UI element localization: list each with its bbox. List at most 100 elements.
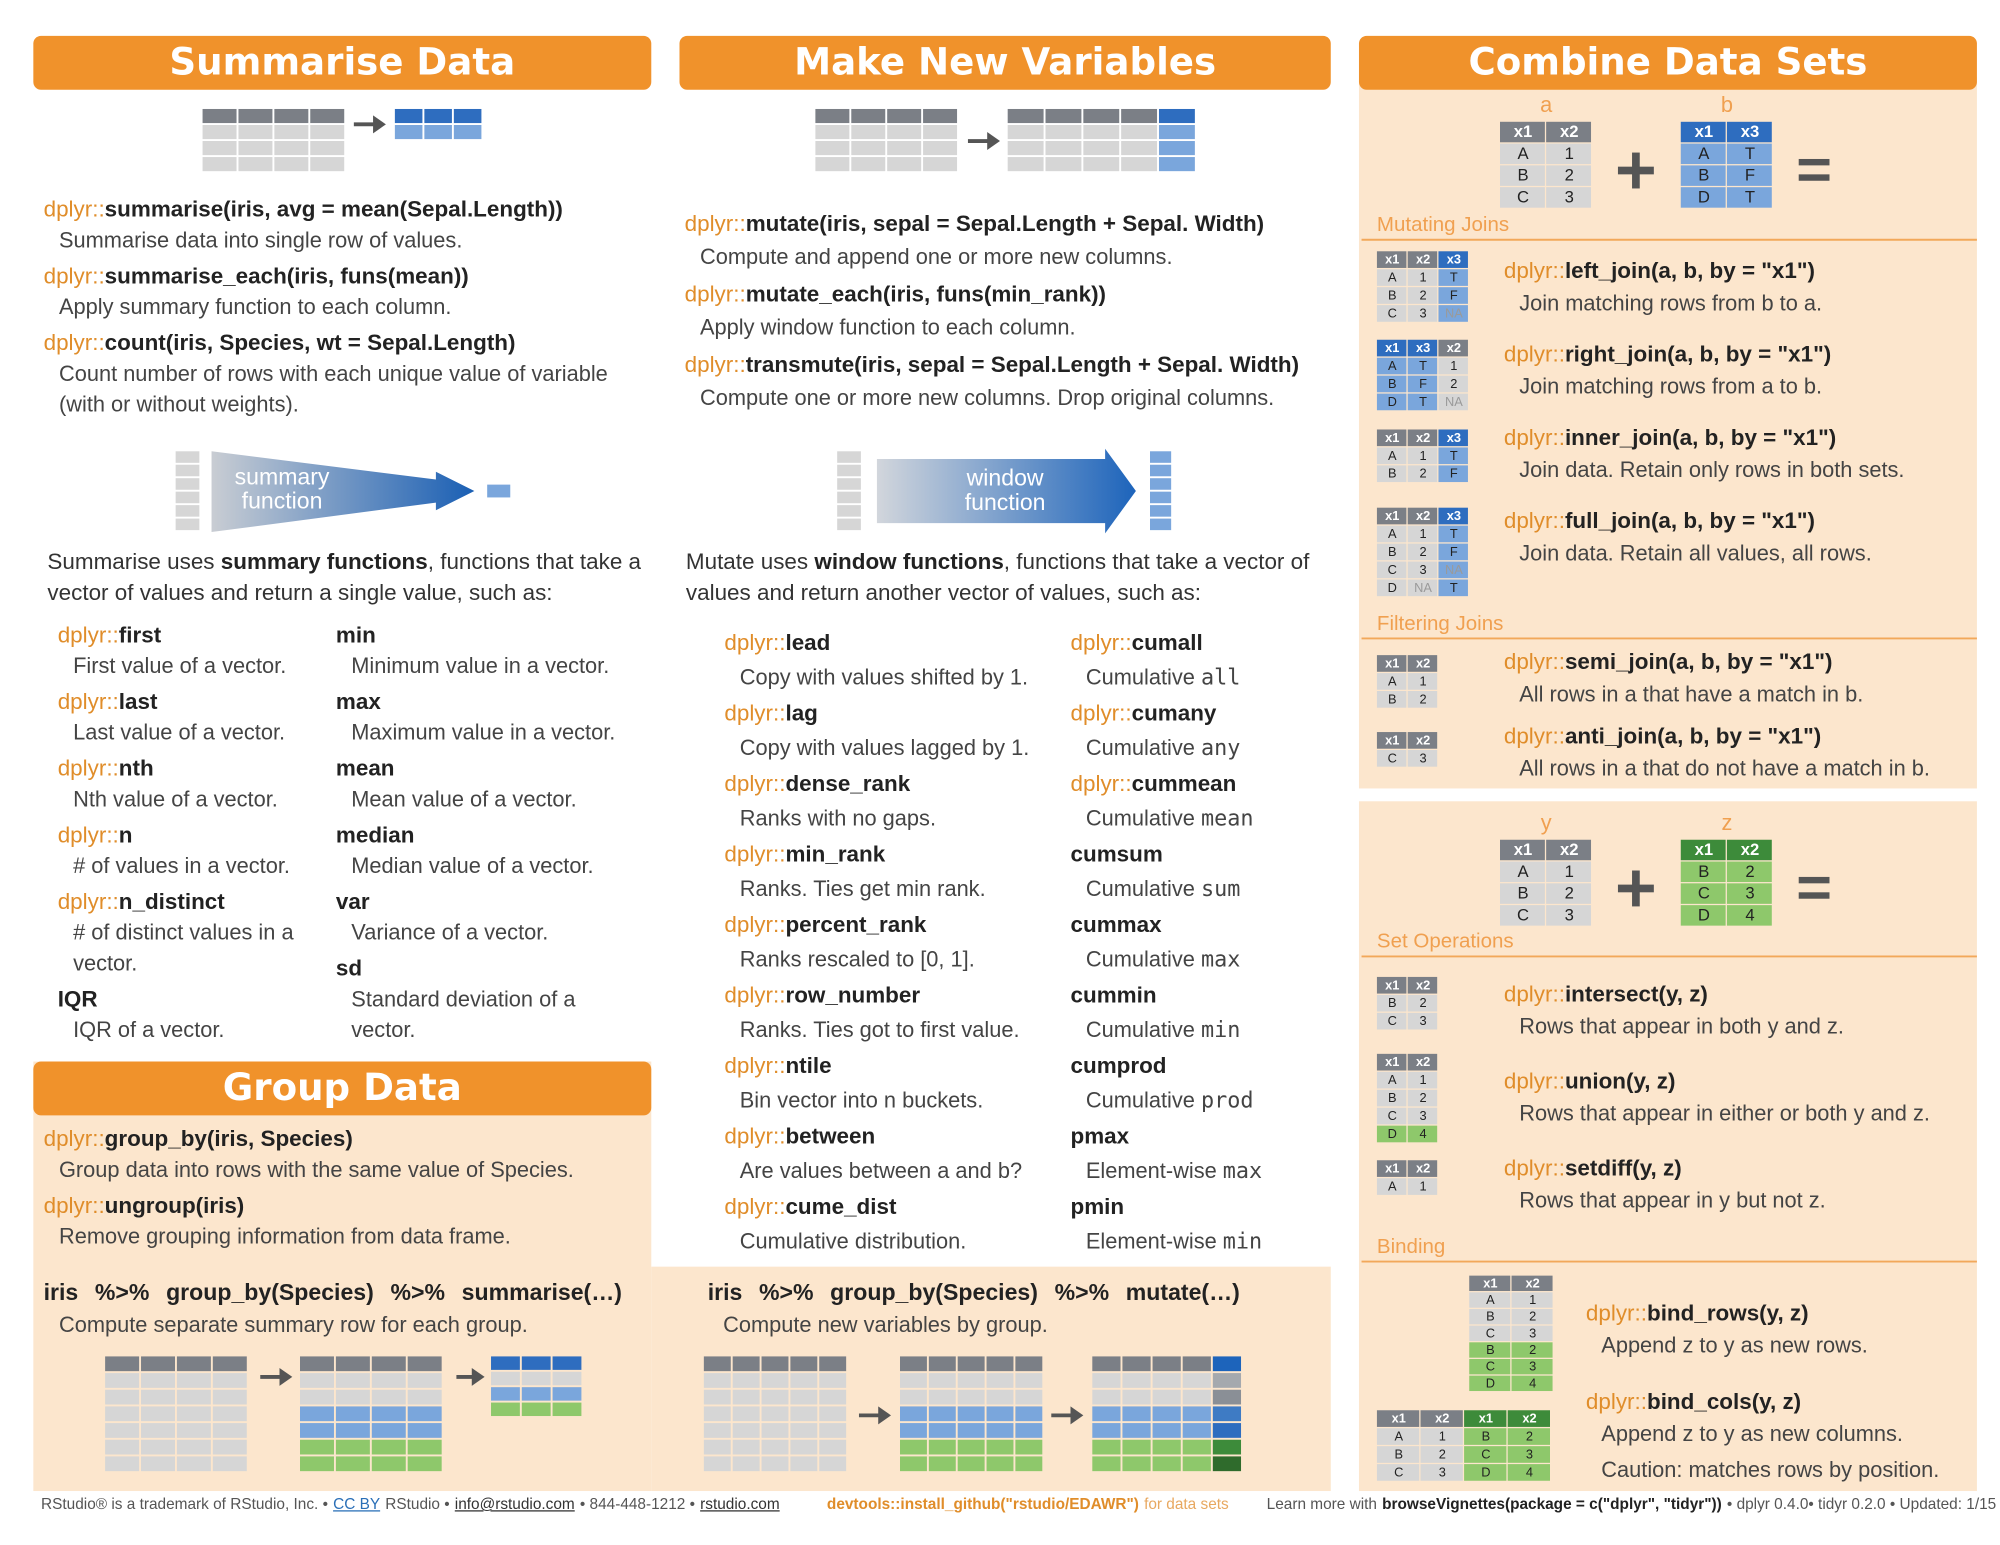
email-link[interactable]: info@rstudio.com — [454, 1494, 575, 1513]
package-prefix: dplyr:: — [724, 1123, 786, 1149]
table-cell — [1546, 165, 1592, 186]
function-line: sd — [336, 951, 644, 984]
package-prefix: dplyr:: — [724, 770, 786, 797]
description-text: Element-wise — [1085, 1229, 1217, 1254]
license-link[interactable]: CC BY — [333, 1494, 381, 1513]
intro-pre: Mutate uses — [685, 548, 809, 575]
table-value: T — [1419, 394, 1427, 409]
function-name: sd — [335, 955, 363, 981]
join-entry: dplyr::full_join(a, b, by = "x1") Join da… — [1504, 504, 1978, 573]
package-prefix: dplyr:: — [724, 911, 786, 938]
join-entry: dplyr::setdiff(y, z) Rows that appear in … — [1504, 1151, 1978, 1220]
function-line: dplyr::first — [58, 618, 327, 651]
icon-cell — [851, 124, 886, 140]
table-cell — [1438, 525, 1468, 543]
function-description: Ranks. Ties got to first value. — [724, 1013, 1064, 1049]
icon-cell — [1182, 1356, 1211, 1372]
table-header: x1 — [1514, 122, 1533, 141]
icon-cell — [1152, 1423, 1181, 1438]
icon-cell — [761, 1439, 789, 1455]
icon-cell — [732, 1456, 760, 1472]
function-line: dplyr::row_number — [724, 978, 1064, 1013]
table-value: 3 — [1529, 1325, 1536, 1340]
table-cell — [1680, 883, 1726, 904]
function-entry: dplyr::right_join(a, b, by = "x1") Join m… — [1504, 337, 1978, 404]
table-cell — [1407, 357, 1438, 375]
package-prefix: dplyr:: — [1503, 341, 1565, 367]
table-value: C — [1394, 1464, 1403, 1479]
icon-cell — [1182, 1423, 1211, 1438]
description-text: Cumulative — [1085, 806, 1195, 831]
function-description: Cumulative max — [1071, 942, 1327, 978]
intro-bold: summary functions — [220, 548, 428, 575]
function-name: summarise_each(iris, funs(mean)) — [104, 262, 469, 289]
icon-cell — [310, 124, 345, 140]
package-prefix: dplyr:: — [724, 841, 786, 867]
icon-cell — [175, 478, 200, 490]
table-name: y — [1541, 810, 1552, 835]
icon-cell — [815, 124, 850, 140]
arrow-head — [279, 1367, 293, 1386]
icon-cell — [175, 451, 200, 463]
function-line: dplyr::cume_dist — [724, 1190, 1064, 1225]
icon-cell — [1122, 1356, 1151, 1372]
icon-cell — [837, 451, 861, 463]
table-value: 2 — [1745, 862, 1754, 881]
table-cell — [1680, 143, 1726, 165]
icon-cell — [371, 1439, 406, 1455]
table-cell — [1438, 357, 1468, 375]
table-cell — [1469, 1375, 1511, 1392]
icon-cell — [202, 108, 237, 124]
icon-cell — [274, 124, 309, 140]
icon-cell — [371, 1423, 406, 1438]
table-cell — [1464, 1428, 1507, 1445]
icon-cell — [815, 141, 850, 156]
icon-cell — [899, 1406, 927, 1422]
table-value: 2 — [1420, 544, 1427, 559]
icon-cell — [212, 1373, 247, 1388]
description-text: Nth value of a vector. — [73, 787, 278, 812]
function-line: dplyr::dense_rank — [724, 767, 1064, 802]
description-text: # of distinct values in a vector. — [73, 920, 294, 976]
icon-cell — [202, 141, 237, 156]
icon-cell — [1149, 464, 1172, 477]
table-value: 2 — [1565, 884, 1574, 903]
function-entry: dplyr::percent_rank Ranks rescaled to [0,… — [724, 908, 1064, 979]
icon-cell — [851, 141, 886, 156]
function-entry: dplyr::mutate_each(iris, funs(min_rank))… — [685, 277, 1326, 345]
table-cell — [1680, 165, 1726, 186]
website-link[interactable]: rstudio.com — [700, 1494, 780, 1513]
icon-cell — [424, 124, 452, 140]
table-value: 3 — [1420, 562, 1427, 577]
intro-text: Mutate uses window functions, functions … — [686, 546, 1327, 608]
table-header-cell — [1726, 121, 1772, 143]
section-label: Filtering Joins — [1377, 612, 1503, 635]
function-entry: dplyr::cumall Cumulative all — [1071, 626, 1327, 697]
icon-cell — [928, 1356, 956, 1372]
function-line: dplyr::transmute(iris, sepal = Sepal.Len… — [685, 347, 1326, 380]
package-prefix: dplyr:: — [43, 262, 105, 289]
icon-cell — [1212, 1373, 1242, 1388]
function-description: Copy with values shifted by 1. — [724, 660, 1064, 696]
function-name: group_by(iris, Species) — [104, 1125, 353, 1152]
icon-cell — [1212, 1423, 1242, 1438]
icon-cell — [299, 1373, 334, 1388]
table-cell — [1376, 691, 1407, 708]
table-cell — [1507, 1464, 1550, 1481]
table-cell — [1507, 1428, 1550, 1445]
function-entry: dplyr::bind_cols(y, z) Append z to y as n… — [1586, 1385, 2000, 1488]
description-text: Cumulative — [1085, 1017, 1195, 1043]
arrow-head — [1070, 1406, 1084, 1425]
icon-cell — [299, 1423, 334, 1438]
function-description: Apply summary function to each column. — [44, 292, 649, 323]
intro-post: , functions that take a vector of values… — [685, 548, 1310, 606]
pipeline-description: Compute separate summary row for each gr… — [58, 1312, 528, 1338]
table-header-cell — [1376, 1410, 1420, 1427]
table-cell — [1376, 994, 1407, 1012]
icon-cell — [310, 157, 345, 172]
diagram-label: window — [966, 465, 1044, 491]
function-name: lead — [785, 629, 831, 656]
table-cell — [1438, 375, 1468, 393]
icon-cell — [899, 1456, 927, 1472]
function-entry: pmin Element-wise min — [1071, 1190, 1327, 1261]
